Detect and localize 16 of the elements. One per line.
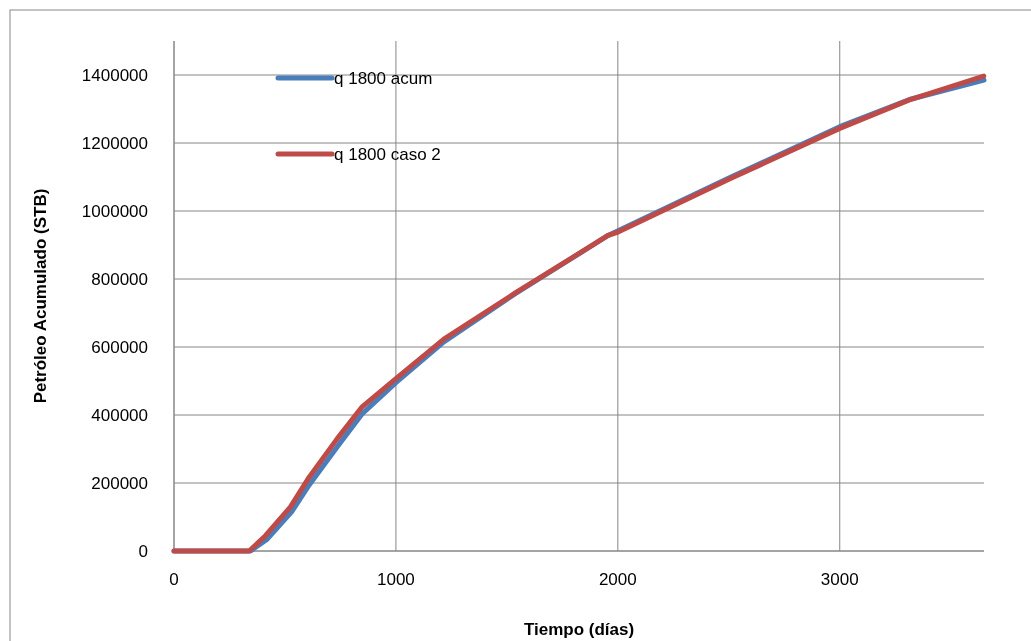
y-tick-label: 1000000 <box>81 201 148 221</box>
legend-label: q 1800 acum <box>334 68 433 88</box>
y-axis-title: Petróleo Acumulado (STB) <box>31 188 50 404</box>
x-tick-label: 0 <box>169 570 179 589</box>
x-axis-title: Tiempo (días) <box>523 620 635 639</box>
x-tick-label: 1000 <box>377 570 415 589</box>
x-tick-label: 2000 <box>598 570 637 589</box>
y-tick-label: 400000 <box>91 405 148 425</box>
y-tick-label: 1200000 <box>81 133 148 153</box>
y-tick-label: 1400000 <box>81 65 148 85</box>
legend-label: q 1800 caso 2 <box>334 144 441 164</box>
y-tick-label: 600000 <box>91 337 148 357</box>
x-tick-label: 3000 <box>820 570 859 589</box>
y-tick-label: 0 <box>138 541 148 561</box>
y-tick-label: 200000 <box>91 473 148 493</box>
y-tick-label: 800000 <box>91 269 148 289</box>
